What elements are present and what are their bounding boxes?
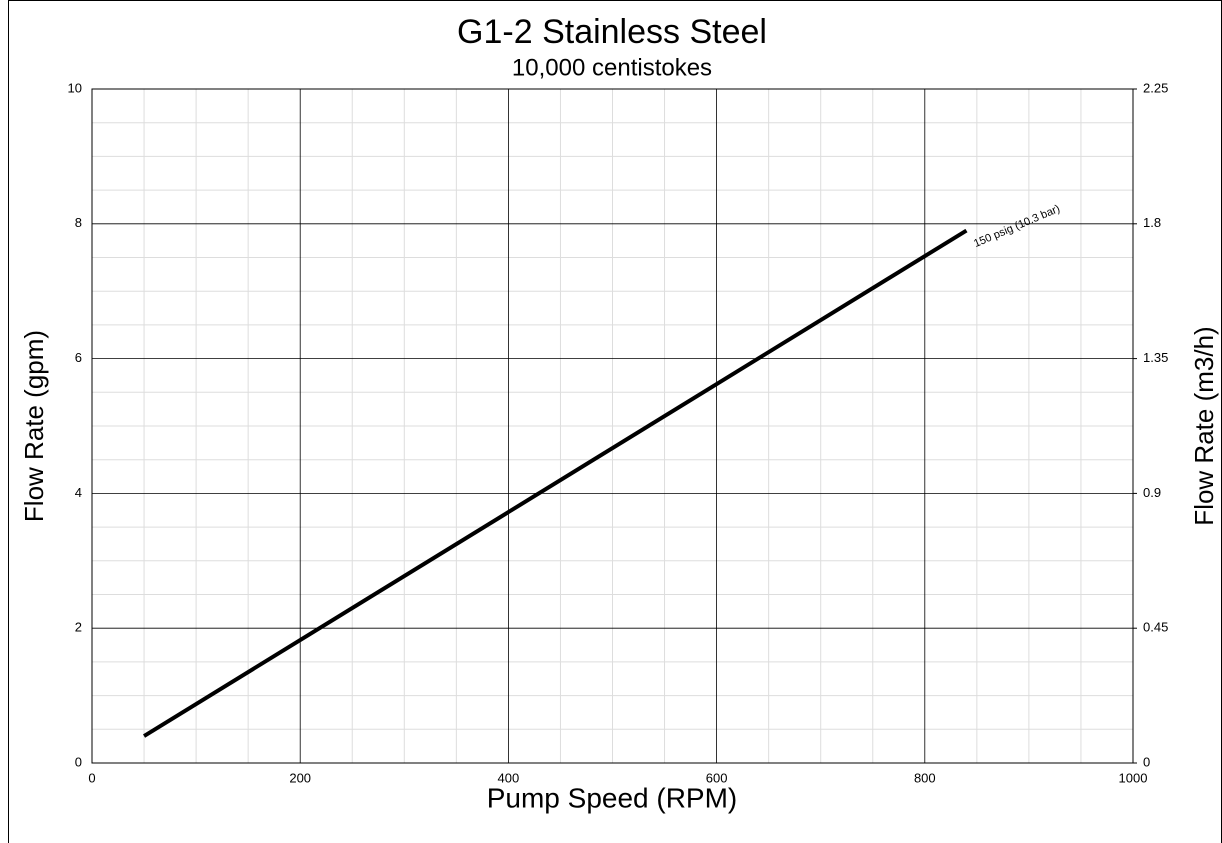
y2-tick-label: 1.8 xyxy=(1143,215,1161,230)
y2-axis-label: Flow Rate (m3/h) xyxy=(1189,326,1219,525)
y2-tick-label: 0.45 xyxy=(1143,620,1168,635)
frame xyxy=(8,0,1222,843)
y2-tick-label: 0 xyxy=(1143,754,1150,769)
series-line xyxy=(143,228,968,738)
x-tick-label: 1000 xyxy=(1119,770,1148,785)
x-tick-label: 0 xyxy=(88,770,95,785)
x-tick-label: 800 xyxy=(914,770,936,785)
x-tick-label: 600 xyxy=(706,770,728,785)
series-label: 150 psig (10.3 bar) xyxy=(972,203,1062,250)
y-tick-label: 8 xyxy=(75,215,82,230)
y-axis-label: Flow Rate (gpm) xyxy=(19,330,49,522)
plot-border xyxy=(91,88,1134,764)
y2-tick-label: 2.25 xyxy=(1143,80,1168,95)
chart-subtitle: 10,000 centistokes xyxy=(512,54,712,81)
y-tick-label: 2 xyxy=(75,620,82,635)
chart-title: G1-2 Stainless Steel xyxy=(457,13,767,51)
y2-tick-label: 0.9 xyxy=(1143,485,1161,500)
y-tick-label: 4 xyxy=(75,485,82,500)
y-tick-label: 10 xyxy=(68,80,82,95)
x-tick-label: 400 xyxy=(498,770,520,785)
x-tick-label: 200 xyxy=(289,770,311,785)
y-tick-label: 0 xyxy=(75,754,82,769)
y2-tick-label: 1.35 xyxy=(1143,350,1168,365)
y-tick-label: 6 xyxy=(75,350,82,365)
x-axis-label: Pump Speed (RPM) xyxy=(487,782,738,813)
